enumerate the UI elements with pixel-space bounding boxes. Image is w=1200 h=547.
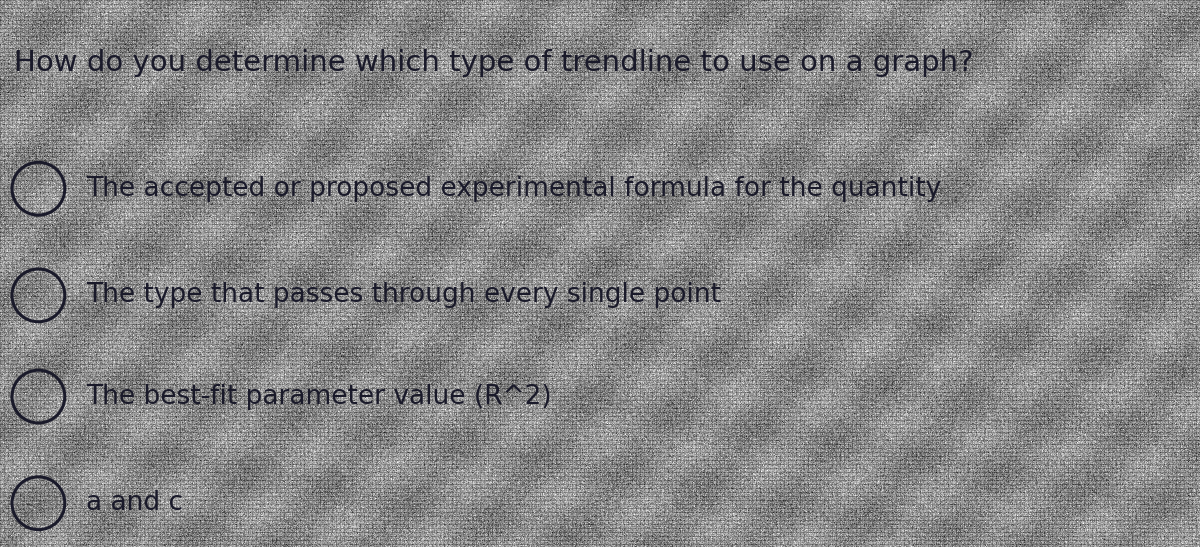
Text: How do you determine which type of trendline to use on a graph?: How do you determine which type of trend…: [14, 49, 974, 77]
Text: The type that passes through every single point: The type that passes through every singl…: [86, 282, 721, 309]
Text: The best-fit parameter value (R^2): The best-fit parameter value (R^2): [86, 383, 552, 410]
Text: The accepted or proposed experimental formula for the quantity: The accepted or proposed experimental fo…: [86, 176, 942, 202]
Text: a and c: a and c: [86, 490, 184, 516]
